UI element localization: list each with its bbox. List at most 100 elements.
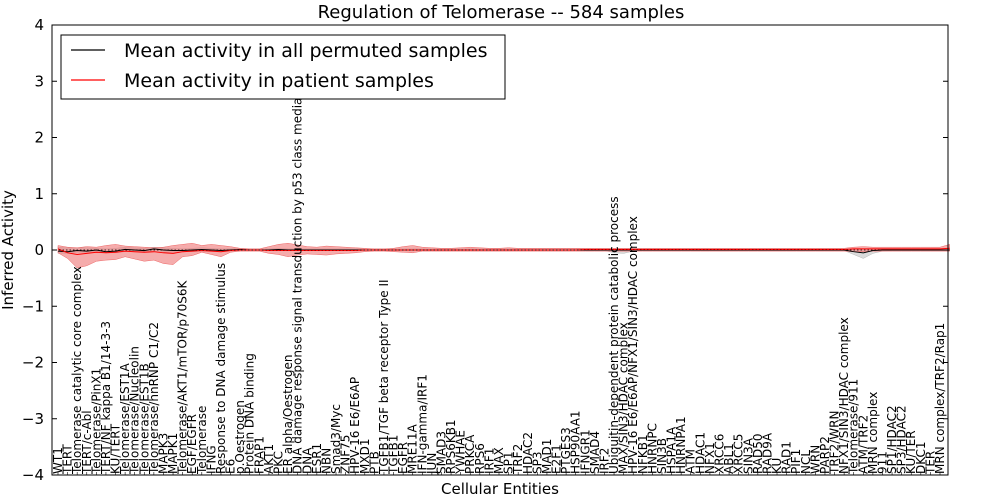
x-tick-label: IFNGR1 <box>578 429 592 474</box>
x-tick-label: Response to DNA damage stimulus <box>214 263 228 474</box>
x-tick-label: KU/TER <box>904 430 918 474</box>
x-tick-label: E6 <box>224 459 238 474</box>
x-tick-label: Telomerase/PinX1 <box>89 368 103 475</box>
x-tick-label: PARP2 <box>818 436 832 474</box>
x-tick-label: SIN3B <box>655 438 669 474</box>
x-tick-label: HNRNPA1 <box>674 416 688 474</box>
x-tick-label: DNA <box>300 447 314 474</box>
x-tick-label: Telomerase/AKT1/mTOR/p70S6K <box>176 279 190 475</box>
x-tick-label: NFKB1 <box>636 434 650 474</box>
x-tick-label: Protein DNA binding <box>243 353 257 474</box>
y-tick-label: −4 <box>22 466 44 484</box>
x-tick-label: SIN3A <box>741 437 755 474</box>
x-tick-label: HSPA1A <box>665 426 679 474</box>
legend-label-permuted: Mean activity in all permuted samples <box>124 40 487 62</box>
x-tick-label: IFNG <box>204 445 218 474</box>
x-tick-label: AKT1 <box>262 444 276 474</box>
x-tick-label: RAD50 <box>751 433 765 474</box>
x-tick-label: HSP90AA1 <box>569 410 583 474</box>
x-tick-label: Ubiquitin-dependent protein catabolic pr… <box>607 196 621 474</box>
x-tick-label: HPV-16 E6/E6AP <box>348 377 362 474</box>
x-tick-label: KU <box>770 458 784 474</box>
x-tick-label: ZNF75 <box>339 435 353 474</box>
x-tick-label: XRCC6 <box>713 434 727 474</box>
x-tick-label: ER alpha/Oestrogen <box>281 355 295 474</box>
x-tick-label: SP3 <box>530 452 544 475</box>
x-tick-label: Telomerase/Nucleolin <box>128 346 142 475</box>
x-tick-label: TERT <box>61 444 75 475</box>
x-tick-label: PTGES3 <box>559 427 573 474</box>
x-tick-label: MAPK1 <box>166 433 180 474</box>
y-tick-label: 1 <box>34 185 44 203</box>
x-tick-label: XRCC5 <box>732 434 746 474</box>
x-tick-label: SP1/HDAC2 <box>885 405 899 474</box>
plot-frame <box>51 24 949 476</box>
confidence-bands <box>57 242 950 269</box>
x-tick-label: E2F1 <box>550 444 564 474</box>
y-tick-label: −1 <box>22 297 44 315</box>
x-tick-label: MAD1 <box>540 439 554 474</box>
x-tick-label: TRF2 <box>511 444 525 475</box>
x-tick-label: NFX1 <box>703 442 717 474</box>
x-tick-label: MXD1 <box>358 439 372 474</box>
x-tick-label: ATM <box>684 449 698 474</box>
x-tick-label: DNA damage response signal transduction … <box>291 81 305 474</box>
x-tick-label: 911 <box>875 451 889 474</box>
x-tick-label: HDAC1 <box>693 432 707 474</box>
y-tick-label: −2 <box>22 354 44 372</box>
x-tick-label: NCL <box>799 450 813 474</box>
x-tick-label: Telomerase/EST1A <box>118 362 132 475</box>
x-tick-label: PIF1 <box>789 449 803 474</box>
x-tick-label: EGF/EGFR <box>185 414 199 474</box>
series-lines <box>52 247 950 256</box>
x-tick-label: Telomerase/911 <box>847 379 861 475</box>
y-tick-label: 2 <box>34 129 44 147</box>
y-tick-label: 4 <box>34 16 44 34</box>
patient-band <box>57 242 950 269</box>
x-tick-label: MAPK3 <box>156 433 170 474</box>
x-tick-label: p.Oestrogen <box>233 400 247 474</box>
x-tick-label: PRKCA <box>463 434 477 474</box>
x-tick-label: RAD9A <box>760 432 774 474</box>
legend-label-patient: Mean activity in patient samples <box>124 70 434 92</box>
x-tick-label: RPS6KB1 <box>444 419 458 474</box>
x-tick-label: Telomerase/EST1B <box>137 363 151 475</box>
x-tick-label: FRAP1 <box>252 436 266 474</box>
x-tick-label: KU/TERT <box>109 423 123 474</box>
x-tick-label: MRN complex <box>866 392 880 474</box>
x-tick-label: WT1 <box>51 447 65 474</box>
x-tick-label: HPV-16 E6/E6AP/NFX1/SIN3/HDAC complex <box>626 216 640 474</box>
x-tick-label: IFN-gamma/IRF1 <box>415 374 429 474</box>
chart-title: Regulation of Telomerase -- 584 samples <box>318 2 685 23</box>
x-tick-label: RAD1 <box>780 441 794 474</box>
x-tick-label: IRF1 <box>482 448 496 474</box>
x-tick-label: HNRNPC <box>645 423 659 474</box>
x-tick-label: TGFB1 <box>387 435 401 475</box>
y-tick-label: −3 <box>22 410 44 428</box>
x-tick-label: TERT/c-Abl <box>80 410 94 475</box>
x-tick-label: RPS6 <box>473 443 487 474</box>
legend-box <box>60 34 506 100</box>
x-tick-label: PKC <box>272 451 286 474</box>
y-tick-label: 0 <box>34 241 44 259</box>
x-tick-label: ESR1 <box>310 443 324 474</box>
legend: Mean activity in all permuted samples Me… <box>60 34 506 100</box>
x-tick-label: SMAD4 <box>588 431 602 474</box>
x-tick-label: TGFB1/TGF beta receptor Type II <box>377 279 391 475</box>
x-tick-label: MRE11A <box>406 423 420 474</box>
x-tick-label: TRF2/WRN <box>828 411 842 475</box>
x-tick-label: MAX <box>492 447 506 474</box>
x-tick-label: MRN complex/TRF2/Rap1 <box>933 323 947 474</box>
x-tick-label: SMAD3 <box>434 431 448 474</box>
x-tick-label: HDAC2 <box>521 432 535 474</box>
x-tick-label: TER <box>923 451 937 475</box>
x-tick-label: WRN <box>808 445 822 474</box>
y-axis-label: Inferred Activity <box>0 190 17 310</box>
x-tick-label: PTB <box>367 451 381 474</box>
x-tick-label: YWHAE <box>454 430 468 475</box>
x-axis-label: Cellular Entities <box>441 480 559 498</box>
x-tick-label: EGFR <box>396 442 410 474</box>
x-tick-label: Telomerase/hnRNP C1/C2 <box>147 322 161 475</box>
